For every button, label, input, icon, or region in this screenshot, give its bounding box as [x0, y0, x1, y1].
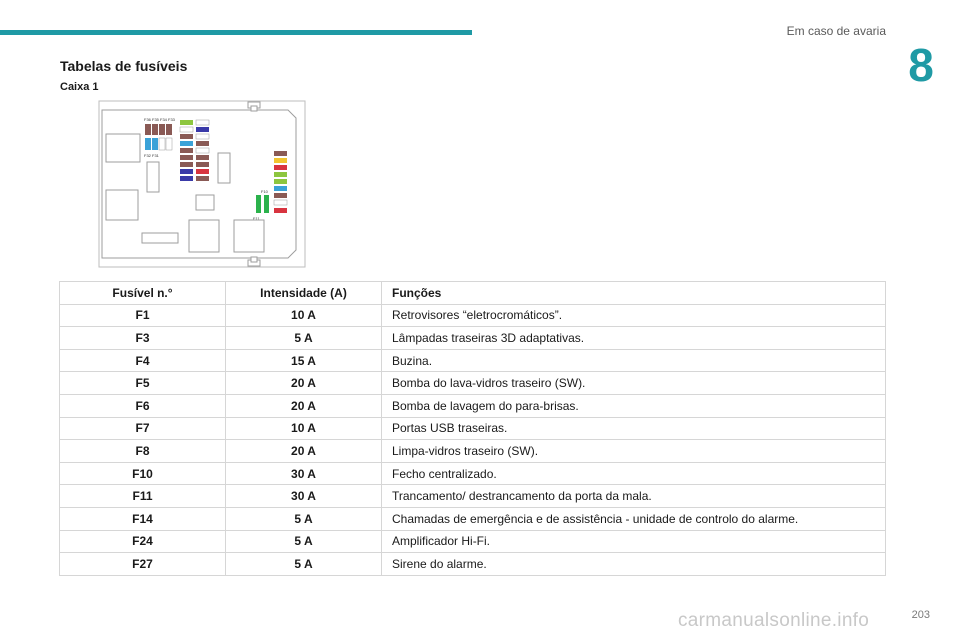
header-current: Intensidade (A)	[225, 281, 382, 305]
label-f11: F11	[253, 216, 260, 221]
table-row: F24 5 A Amplificador Hi-Fi.	[59, 529, 886, 554]
cell-function: Sirene do alarme.	[381, 552, 886, 576]
cell-function: Limpa-vidros traseiro (SW).	[381, 439, 886, 463]
cell-fuse-number: F27	[59, 552, 226, 576]
header-functions: Funções	[381, 281, 886, 305]
watermark: carmanualsonline.info	[678, 610, 870, 631]
cell-fuse-number: F11	[59, 484, 226, 508]
table-row: F10 30 A Fecho centralizado.	[59, 461, 886, 486]
top-fuse-labels: F36 F35 F34 F33	[144, 117, 176, 122]
cell-fuse-number: F14	[59, 506, 226, 531]
page-number: 203	[911, 609, 930, 621]
cell-current: 10 A	[225, 303, 382, 328]
cell-function: Trancamento/ destrancamento da porta da …	[381, 484, 886, 508]
cell-fuse-number: F8	[59, 439, 226, 463]
cell-function: Buzina.	[381, 348, 886, 373]
fuse-box-diagram: F36 F35 F34 F33 F32 F31 F1	[98, 100, 306, 268]
header-fuse-number: Fusível n.°	[59, 281, 226, 305]
table-row: F8 20 A Limpa-vidros traseiro (SW).	[59, 439, 886, 463]
cell-current: 30 A	[225, 484, 382, 508]
table-row: F4 15 A Buzina.	[59, 348, 886, 373]
table-row: F7 10 A Portas USB traseiras.	[59, 416, 886, 441]
cell-current: 10 A	[225, 416, 382, 441]
table-row: F27 5 A Sirene do alarme.	[59, 552, 886, 576]
cell-current: 20 A	[225, 393, 382, 418]
table-header-row: Fusível n.° Intensidade (A) Funções	[59, 281, 886, 305]
cell-current: 15 A	[225, 348, 382, 373]
cell-function: Portas USB traseiras.	[381, 416, 886, 441]
cell-current: 5 A	[225, 326, 382, 350]
page-subtitle: Caixa 1	[60, 81, 99, 93]
cell-function: Amplificador Hi-Fi.	[381, 529, 886, 554]
label-f10: F10	[261, 189, 269, 194]
table-row: F3 5 A Lâmpadas traseiras 3D adaptativas.	[59, 326, 886, 350]
cell-current: 20 A	[225, 439, 382, 463]
page-title: Tabelas de fusíveis	[60, 58, 188, 74]
table-row: F11 30 A Trancamento/ destrancamento da po…	[59, 484, 886, 508]
cell-function: Bomba do lava-vidros traseiro (SW).	[381, 371, 886, 395]
cell-fuse-number: F3	[59, 326, 226, 350]
cell-function: Lâmpadas traseiras 3D adaptativas.	[381, 326, 886, 350]
cell-current: 5 A	[225, 506, 382, 531]
cell-fuse-number: F4	[59, 348, 226, 373]
cell-fuse-number: F10	[59, 461, 226, 486]
chapter-number: 8	[908, 39, 934, 91]
cell-current: 30 A	[225, 461, 382, 486]
cell-current: 5 A	[225, 529, 382, 554]
table-row: F6 20 A Bomba de lavagem do para-brisas.	[59, 393, 886, 418]
header-accent-bar	[0, 30, 472, 35]
cell-function: Fecho centralizado.	[381, 461, 886, 486]
cell-function: Chamadas de emergência e de assistência …	[381, 506, 886, 531]
cell-fuse-number: F1	[59, 303, 226, 328]
fuse-table: Fusível n.° Intensidade (A) Funções F1 10…	[59, 281, 886, 576]
table-row: F5 20 A Bomba do lava-vidros traseiro (SW)…	[59, 371, 886, 395]
cell-current: 5 A	[225, 552, 382, 576]
cell-fuse-number: F24	[59, 529, 226, 554]
cell-current: 20 A	[225, 371, 382, 395]
cell-fuse-number: F7	[59, 416, 226, 441]
left-fuse-labels: F32 F31	[144, 153, 160, 158]
cell-function: Retrovisores “eletrocromáticos”.	[381, 303, 886, 328]
table-row: F1 10 A Retrovisores “eletrocromáticos”.	[59, 303, 886, 328]
table-row: F14 5 A Chamadas de emergência e de assist…	[59, 506, 886, 531]
cell-fuse-number: F6	[59, 393, 226, 418]
section-title: Em caso de avaria	[786, 24, 886, 38]
cell-fuse-number: F5	[59, 371, 226, 395]
cell-function: Bomba de lavagem do para-brisas.	[381, 393, 886, 418]
